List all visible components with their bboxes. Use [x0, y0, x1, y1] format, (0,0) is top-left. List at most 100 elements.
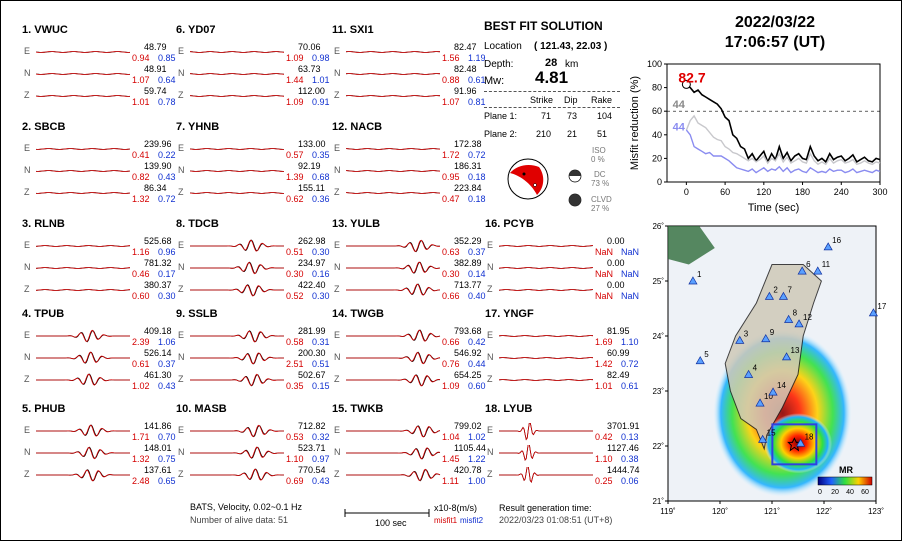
station-id-label: 17 — [877, 302, 886, 311]
station-title: 3. RLNB — [22, 218, 65, 230]
misfit2-value: 0.44 — [468, 359, 486, 369]
amplitude-value: 239.96 — [144, 139, 172, 149]
map-y-tick-label: 22˚ — [652, 442, 664, 451]
misfit1-value: 0.51 — [286, 247, 304, 257]
misfit2-value: 0.18 — [468, 194, 486, 204]
waveform-trace — [36, 245, 131, 247]
component-row: N 200.30 2.51 0.51 — [176, 348, 330, 370]
waveform-trace — [190, 468, 284, 481]
synthetic-trace — [190, 284, 284, 297]
component-row: E 82.47 1.56 1.19 — [332, 42, 486, 64]
component-row: Z 86.34 1.32 0.72 — [22, 183, 176, 205]
component-label: N — [334, 262, 341, 272]
plane2-label: Plane 2: — [484, 129, 518, 139]
dc-label: DC — [594, 170, 606, 179]
station-title: 11. SXI1 — [332, 24, 374, 36]
synthetic-trace — [346, 51, 441, 53]
station-panel: 1. VWUC E 48.79 0.94 0.85 N 48.91 1.07 0.64 Z 59.7… — [22, 24, 176, 116]
series-line-2 — [685, 114, 881, 166]
misfit2-value: NaN — [621, 291, 640, 301]
component-row: Z 1444.74 0.25 0.06 — [485, 465, 640, 487]
synthetic-trace — [36, 267, 130, 269]
misfit2-value: 0.75 — [158, 454, 176, 464]
amplitude-value: 770.54 — [298, 465, 326, 475]
waveform-trace — [36, 170, 131, 172]
station-marker — [784, 314, 794, 323]
col-dip: Dip — [564, 95, 578, 105]
plane2-dip: 21 — [567, 129, 578, 139]
station-panel: 11. SXI1 E 82.47 1.56 1.19 N 82.48 0.88 0.61 Z 91.… — [332, 24, 486, 116]
synthetic-trace — [190, 170, 284, 172]
waveform-trace — [36, 267, 131, 269]
misfit2-value: 0.98 — [312, 53, 330, 63]
component-label: Z — [334, 469, 340, 479]
misfit1-value: 2.39 — [132, 337, 150, 347]
station-marker — [764, 291, 775, 300]
misfit1-value: NaN — [595, 269, 614, 279]
waveform-trace — [346, 95, 441, 97]
amplitude-value: 1105.44 — [454, 443, 486, 453]
misfit1-value: 2.48 — [132, 476, 150, 486]
waveform-trace — [346, 468, 441, 482]
component-label: Z — [487, 469, 493, 479]
waveform-trace — [36, 424, 130, 437]
component-label: E — [334, 240, 341, 250]
component-label: E — [178, 143, 185, 153]
synthetic-trace — [346, 329, 441, 342]
colorbar-label: MR — [839, 465, 853, 475]
component-row: E 239.96 0.41 0.22 — [22, 139, 176, 161]
component-label: Z — [334, 374, 340, 384]
component-row: Z 502.67 0.35 0.15 — [176, 370, 330, 392]
misfit2-value: 0.37 — [158, 359, 176, 369]
waveform-trace — [190, 192, 284, 194]
map-y-tick-label: 24˚ — [652, 332, 664, 341]
component-label: Z — [24, 284, 30, 294]
synthetic-trace — [499, 289, 593, 291]
waveform-trace — [36, 446, 130, 460]
amplitude-value: 133.00 — [298, 139, 326, 149]
y-axis-label: Misfit reduction (%) — [629, 76, 641, 170]
misfit1-value: 0.94 — [132, 53, 150, 63]
station-marker — [778, 291, 789, 300]
component-label: E — [487, 330, 494, 340]
component-row: Z 223.84 0.47 0.18 — [332, 183, 486, 205]
station-panel: 4. TPUB E 409.18 2.39 1.06 N 526.14 0.61 0.37 Z 46… — [22, 308, 176, 400]
misfit2-value: 0.81 — [468, 97, 486, 107]
misfit1-value: 1.04 — [442, 432, 460, 442]
amplitude-value: 223.84 — [454, 183, 482, 193]
waveform-trace — [499, 289, 594, 291]
amplitude-value: 281.99 — [298, 326, 326, 336]
synthetic-trace — [190, 468, 284, 481]
iso-label: ISO — [592, 146, 606, 155]
misfit2-value: 1.22 — [468, 454, 486, 464]
waveform-trace — [190, 51, 285, 53]
y-tick-label: 0 — [657, 177, 662, 187]
misfit1-value: 1.42 — [595, 359, 613, 369]
plane1-rake: 104 — [597, 111, 613, 121]
misfit2-value: 0.43 — [158, 381, 176, 391]
synthetic-trace — [346, 192, 441, 194]
misfit1-value: 0.69 — [286, 476, 304, 486]
misfit1-value: 0.30 — [442, 269, 460, 279]
amplitude-value: 0.00 — [607, 258, 625, 268]
amplitude-value: 59.74 — [144, 86, 167, 96]
waveform-trace — [36, 148, 131, 150]
misfit1-value: 0.66 — [442, 291, 460, 301]
dc-value: 73 % — [591, 179, 610, 188]
misfit2-value: 0.38 — [621, 454, 639, 464]
station-panel: 14. TWGB E 793.68 0.66 0.42 N 546.92 0.76 0.44 Z 6… — [332, 308, 486, 400]
misfit1-value: NaN — [595, 291, 614, 301]
component-row: N 1105.44 1.45 1.22 — [332, 443, 486, 465]
amplitude-value: 546.92 — [454, 348, 482, 358]
component-label: E — [334, 143, 341, 153]
component-row: E 799.02 1.04 1.02 — [332, 421, 486, 443]
waveform-trace — [36, 329, 130, 343]
misfit1-value: 1.01 — [132, 97, 150, 107]
colorbar-tick-label: 40 — [846, 489, 854, 496]
station-marker — [795, 438, 806, 447]
misfit2-value: 0.65 — [158, 476, 176, 486]
misfit2-value: 1.06 — [158, 337, 176, 347]
station-panel: 2. SBCB E 239.96 0.41 0.22 N 139.90 0.82 0.43 Z 86… — [22, 121, 176, 213]
misfit2-value: 0.22 — [158, 150, 176, 160]
